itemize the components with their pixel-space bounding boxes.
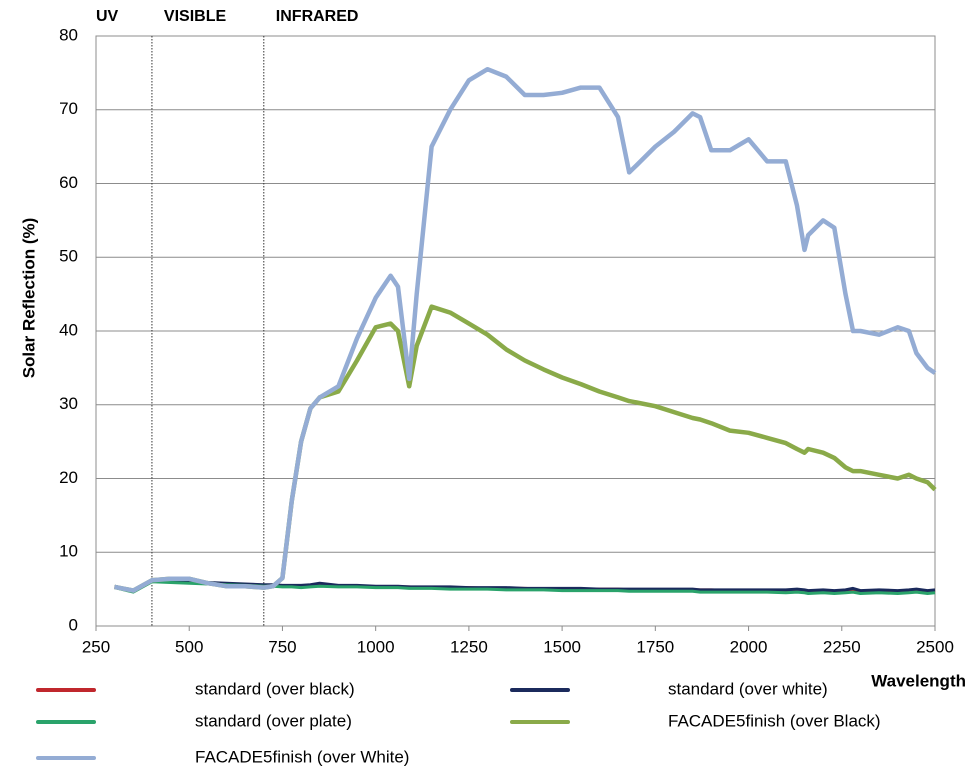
x-tick-label: 1250 [450, 637, 488, 656]
x-tick-label: 1500 [543, 637, 581, 656]
x-tick-label: 1000 [357, 637, 395, 656]
y-tick-label: 30 [59, 394, 78, 413]
y-tick-label: 0 [69, 615, 78, 634]
legend-label: standard (over white) [668, 679, 828, 698]
x-tick-label: 2500 [916, 637, 954, 656]
x-tick-label: 2250 [823, 637, 861, 656]
legend-label: standard (over plate) [195, 711, 352, 730]
x-tick-label: 2000 [730, 637, 768, 656]
x-axis-label: Wavelength [871, 671, 966, 690]
y-tick-label: 20 [59, 468, 78, 487]
y-tick-label: 50 [59, 247, 78, 266]
region-label: UV [96, 8, 119, 25]
x-tick-label: 1750 [636, 637, 674, 656]
series-line [114, 580, 936, 595]
legend-label: standard (over black) [195, 679, 355, 698]
region-label: VISIBLE [164, 8, 227, 25]
legend-label: FACADE5finish (over White) [195, 747, 409, 766]
series-line [114, 304, 937, 593]
x-tick-label: 500 [175, 637, 203, 656]
y-axis-label: Solar Reflection (%) [19, 218, 38, 379]
legend-label: FACADE5finish (over Black) [668, 711, 881, 730]
x-tick-label: 250 [82, 637, 110, 656]
series-line [114, 66, 937, 593]
y-tick-label: 10 [59, 542, 78, 561]
y-tick-label: 80 [59, 25, 78, 44]
region-label: INFRARED [276, 8, 359, 25]
y-tick-label: 60 [59, 173, 78, 192]
y-tick-label: 70 [59, 99, 78, 118]
y-tick-label: 40 [59, 320, 78, 339]
x-tick-label: 750 [268, 637, 296, 656]
